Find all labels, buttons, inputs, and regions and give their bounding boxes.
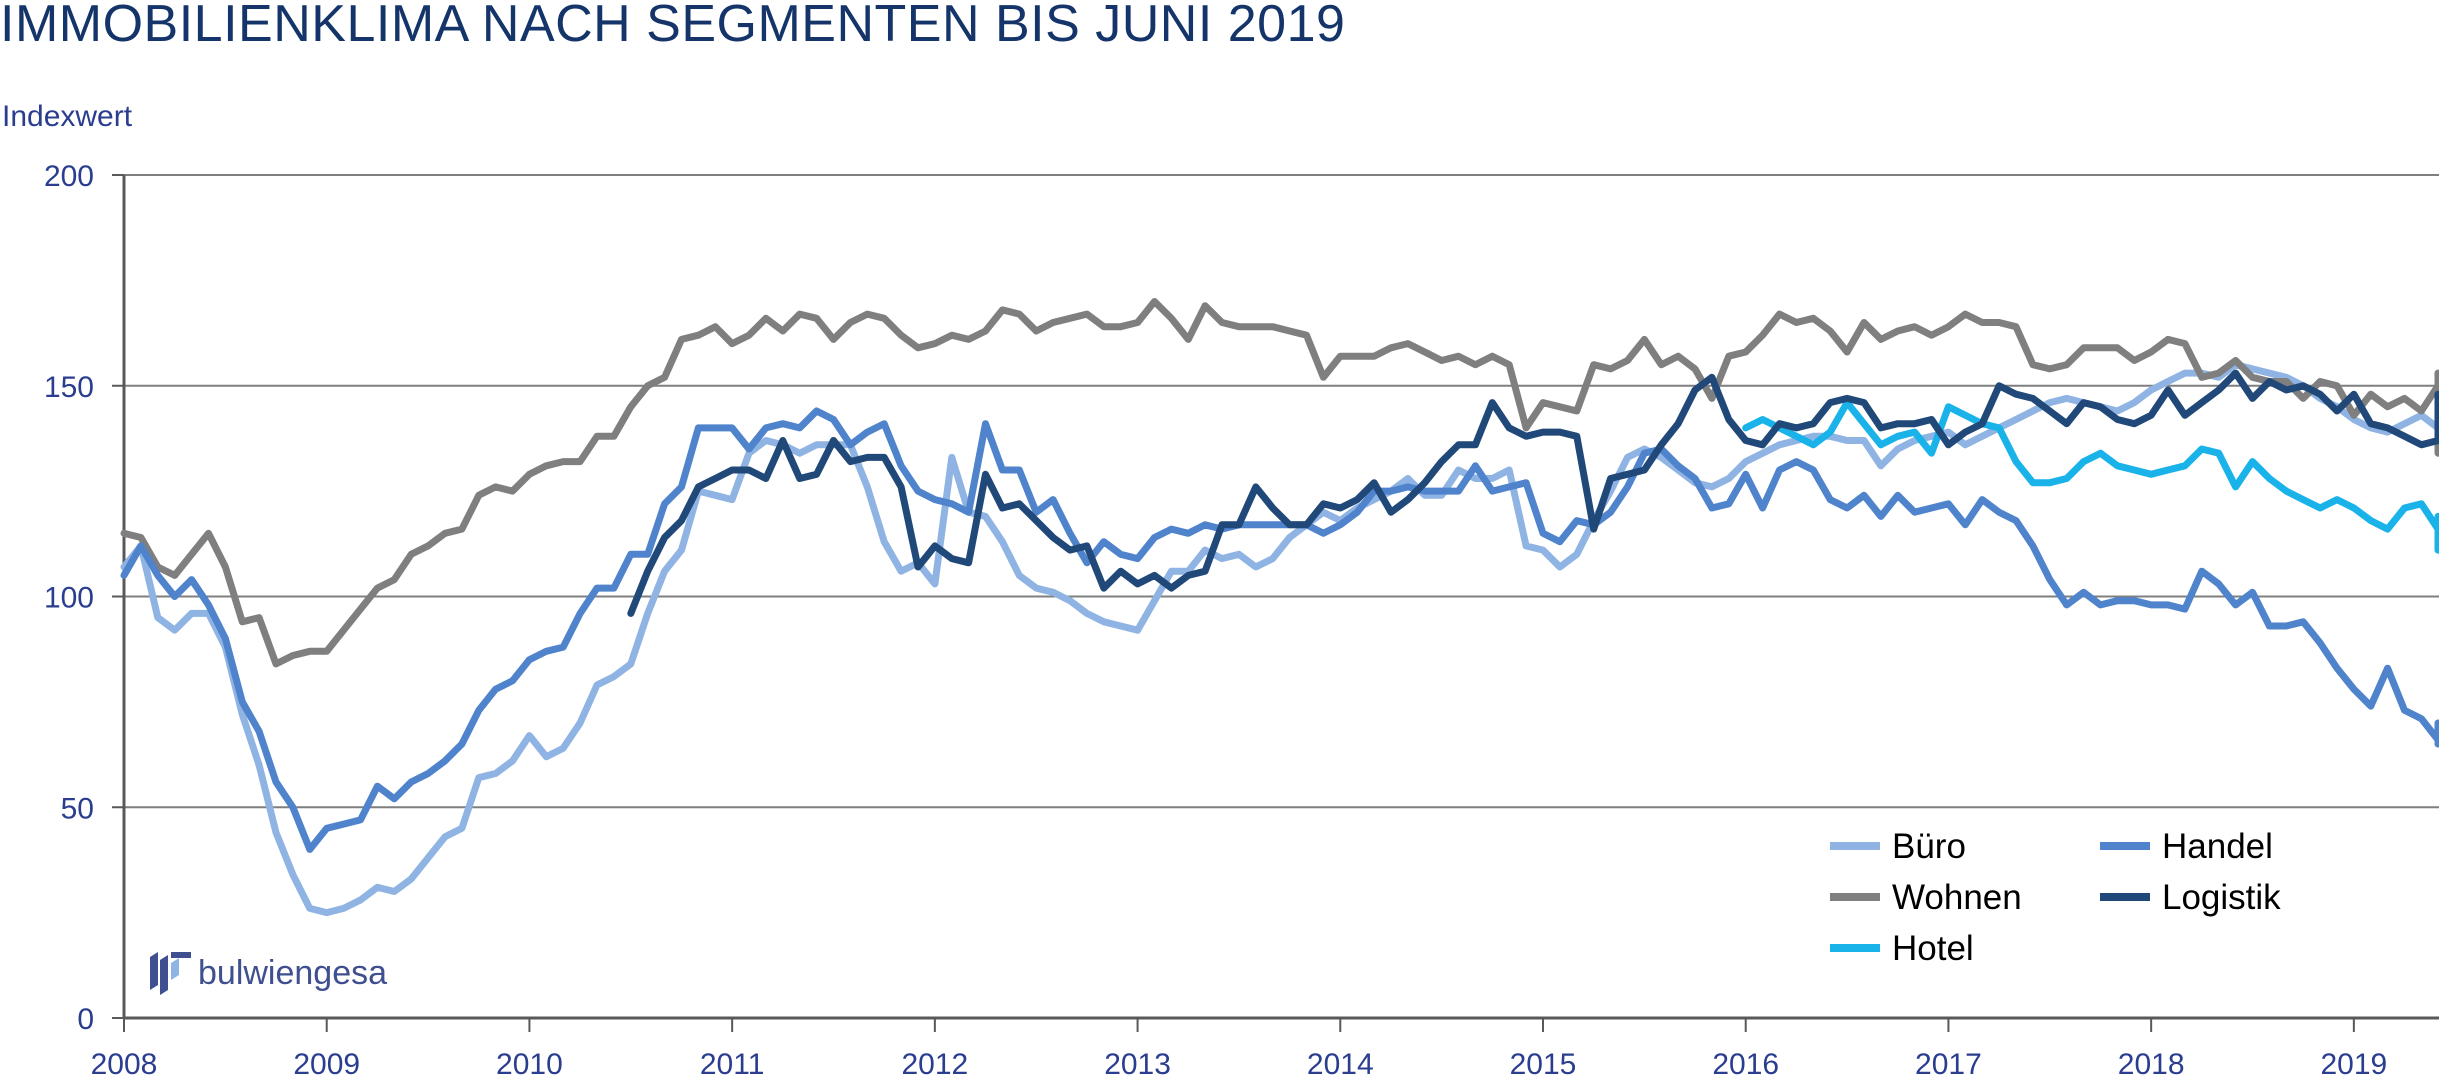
series-line-wohnen bbox=[120, 298, 2439, 668]
x-tick-label: 2010 bbox=[496, 1048, 563, 1079]
x-tick-label: 2008 bbox=[91, 1048, 158, 1079]
legend-label-buero: Büro bbox=[1892, 827, 1966, 866]
y-axis-label: Indexwert bbox=[2, 100, 133, 133]
chart-title: IMMOBILIENKLIMA NACH SEGMENTEN BIS JUNI … bbox=[0, 0, 1346, 53]
x-tick-label: 2014 bbox=[1307, 1048, 1374, 1079]
series-line-buero bbox=[120, 361, 2439, 917]
y-tick-label: 0 bbox=[77, 1003, 94, 1036]
y-tick-label: 200 bbox=[44, 160, 94, 193]
bulwiengesa-logo: bulwiengesa bbox=[150, 952, 387, 995]
bulwiengesa-logo-icon bbox=[150, 952, 191, 995]
logo-text: bulwiengesa bbox=[198, 954, 387, 992]
x-tick-label: 2013 bbox=[1104, 1048, 1171, 1079]
x-tick-label: 2016 bbox=[1712, 1048, 1779, 1079]
series-line-hotel bbox=[1742, 399, 2439, 554]
x-tick-label: 2012 bbox=[901, 1048, 968, 1079]
y-tick-label: 50 bbox=[61, 792, 94, 825]
x-tick-label: 2018 bbox=[2118, 1048, 2185, 1079]
legend-label-logistik: Logistik bbox=[2162, 878, 2281, 917]
x-axis-ticks: 2008 2009 2010 2011 2012 2013 2014 2015 2016 2017… bbox=[91, 1018, 2387, 1079]
y-tick-label: 100 bbox=[44, 582, 94, 615]
legend-label-wohnen: Wohnen bbox=[1892, 878, 2022, 917]
series-line-handel bbox=[120, 407, 2439, 853]
y-axis-ticks: 0 50 100 150 200 bbox=[44, 160, 124, 1036]
x-tick-label: 2019 bbox=[2320, 1048, 2387, 1079]
y-tick-label: 150 bbox=[44, 371, 94, 404]
legend-label-hotel: Hotel bbox=[1892, 929, 1974, 968]
legend-label-handel: Handel bbox=[2162, 827, 2273, 866]
x-tick-label: 2011 bbox=[700, 1048, 765, 1079]
legend: Büro Wohnen Hotel Handel Logistik bbox=[1830, 827, 2281, 968]
x-tick-label: 2009 bbox=[293, 1048, 360, 1079]
gridlines bbox=[124, 174, 2439, 809]
x-tick-label: 2015 bbox=[1510, 1048, 1577, 1079]
series-lines bbox=[120, 298, 2439, 917]
x-tick-label: 2017 bbox=[1915, 1048, 1982, 1079]
series-line-logistik bbox=[627, 369, 2439, 617]
